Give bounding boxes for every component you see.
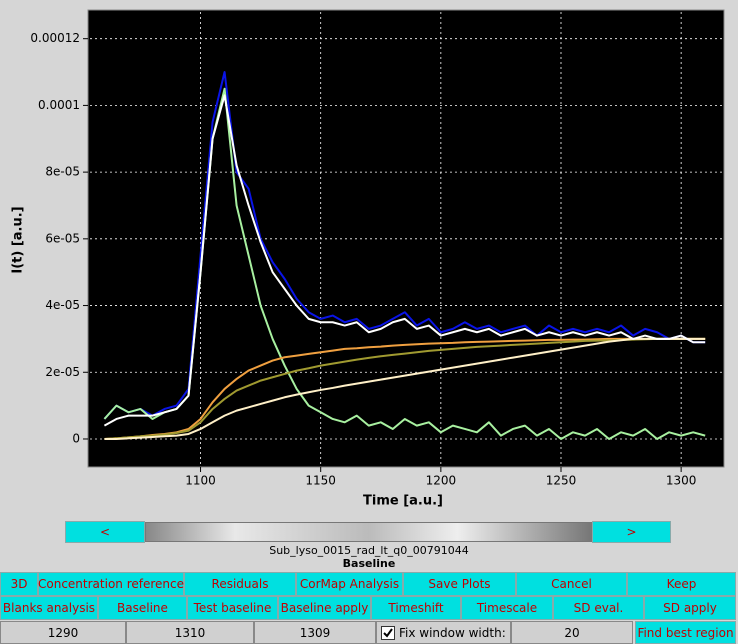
button[interactable]: CorMap Analysis [296,572,403,596]
button[interactable]: Find best region [635,621,736,644]
y-tick-label: 4e-05 [45,298,80,312]
button[interactable]: SD eval. [553,596,644,620]
button[interactable]: Baseline apply [278,596,371,620]
button[interactable]: Cancel [516,572,627,596]
checkbox-label: Fix window width: [399,625,506,640]
button[interactable]: SD apply [644,596,736,620]
y-tick-label: 0 [72,431,80,445]
button[interactable]: Save Plots [403,572,516,596]
series-line [103,94,706,427]
button[interactable]: Residuals [184,572,296,596]
mode-label: Baseline [342,557,396,570]
y-tick-label: 6e-05 [45,231,80,245]
button[interactable]: 3D [0,572,38,596]
x-axis-label: Time [a.u.] [363,494,443,509]
y-tick-label: 0.0001 [38,98,80,112]
button[interactable]: Timescale [461,596,553,620]
x-tick-label: 1150 [305,474,336,488]
scroll-right-button[interactable]: > [592,521,671,543]
chart: Time [a.u.] I(t) [a.u.] 0 2e-05 4e-05 6e-05… [11,9,725,509]
scroll-left-button[interactable]: < [65,521,145,543]
checkbox-mark [381,625,395,640]
button[interactable]: Timeshift [371,596,461,620]
y-axis-label: I(t) [a.u.] [11,206,26,273]
button[interactable]: Keep [627,572,736,596]
fix-width-checkbox[interactable]: Fix window width: [376,621,511,644]
x-tick-label: 1300 [666,474,697,488]
start-field[interactable]: 1290 [0,621,126,644]
series-line [104,337,706,440]
x-tick-label: 1250 [546,474,577,488]
x-tick-label: 1100 [185,474,216,488]
scroll-track[interactable] [145,522,592,542]
series-line [104,337,706,440]
series-line [103,71,706,420]
width-field[interactable]: 20 [511,621,633,644]
button[interactable]: Concentration reference [38,572,184,596]
file-name: Sub_lyso_0015_rad_lt_q0_00791044 [269,544,469,557]
y-tick-label: 8e-05 [45,165,80,179]
y-tick-label: 0.00012 [30,31,80,45]
button[interactable]: Baseline [98,596,187,620]
end-field[interactable]: 1310 [126,621,254,644]
x-tick-label: 1200 [426,474,457,488]
button[interactable]: Blanks analysis [0,596,98,620]
series-line [104,337,706,440]
y-tick-label: 2e-05 [45,365,80,379]
current-field[interactable]: 1309 [254,621,376,644]
button[interactable]: Test baseline [187,596,278,620]
